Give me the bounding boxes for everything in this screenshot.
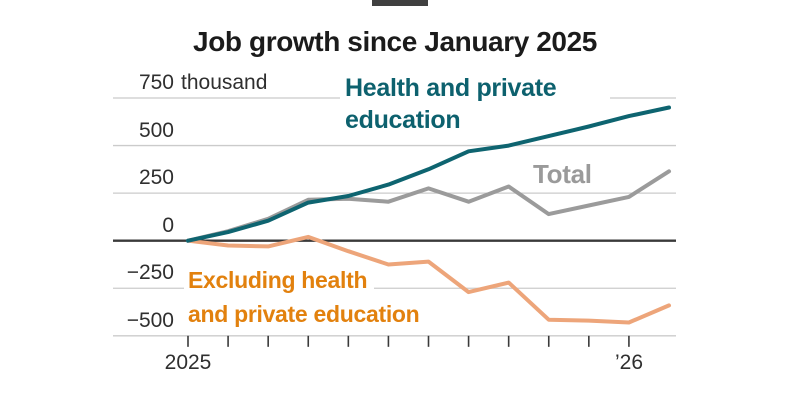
series-label-excluding-health: Excluding health and private education [188,267,420,327]
series-label-health-private-education: Health and private education [345,74,557,134]
label-whiteouts [184,64,610,328]
line-health-and-private-education [186,105,671,243]
mask-health-line2 [340,102,470,136]
line-excluding-health-and-private-education [186,234,671,325]
drag-handle [372,0,428,6]
mask-excluding-line1 [184,260,374,294]
line-total [186,169,671,243]
x-axis-label-26: ’26 [614,351,644,374]
y-axis-label-250: 250 [138,166,174,190]
y-axis-label-500: 500 [138,118,174,142]
y-axis-unit: thousand [181,70,268,94]
mask-health-line1 [340,64,610,104]
y-axis-label-750: 750 thousand [138,70,268,94]
mask-excluding-line2 [184,296,456,328]
x-axis-ticks [187,335,630,347]
y-axis-label-neg250: −250 [126,261,174,285]
x-axis-label-2025: 2025 [164,351,212,374]
y-axis-label-0: 0 [162,213,174,237]
data-lines [186,105,671,325]
y-axis-label-neg500: −500 [126,308,174,332]
chart-title: Job growth since January 2025 [193,26,597,57]
series-label-total: Total [533,159,592,189]
